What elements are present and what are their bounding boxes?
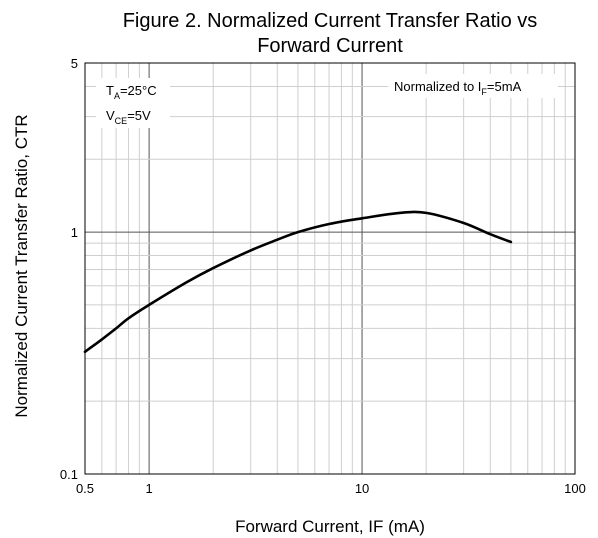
y-tick-label: 0.1 [60, 467, 78, 482]
tick-labels: 0.5 1 10 100 0.1 1 5 [60, 56, 586, 496]
conditions-box [96, 78, 170, 128]
x-tick-label: 10 [355, 481, 369, 496]
x-axis-label: Forward Current, IF (mA) [235, 517, 425, 536]
grid [85, 63, 575, 474]
condition-vce: VCE=5V [106, 108, 151, 126]
y-tick-label: 5 [71, 56, 78, 71]
x-tick-label: 1 [145, 481, 152, 496]
normalization-note: Normalized to IF=5mA [394, 79, 522, 97]
condition-ta: TA=25°C [106, 83, 157, 101]
normalization-box [388, 74, 558, 98]
x-tick-label: 100 [564, 481, 586, 496]
x-tick-label: 0.5 [76, 481, 94, 496]
y-axis-label: Normalized Current Transfer Ratio, CTR [12, 114, 31, 417]
plot-frame [84, 62, 576, 475]
chart-title-line-1: Figure 2. Normalized Current Transfer Ra… [123, 10, 538, 32]
chart-title-line-2: Forward Current [257, 35, 403, 57]
ctr-curve [83, 210, 513, 354]
y-tick-label: 1 [71, 225, 78, 240]
